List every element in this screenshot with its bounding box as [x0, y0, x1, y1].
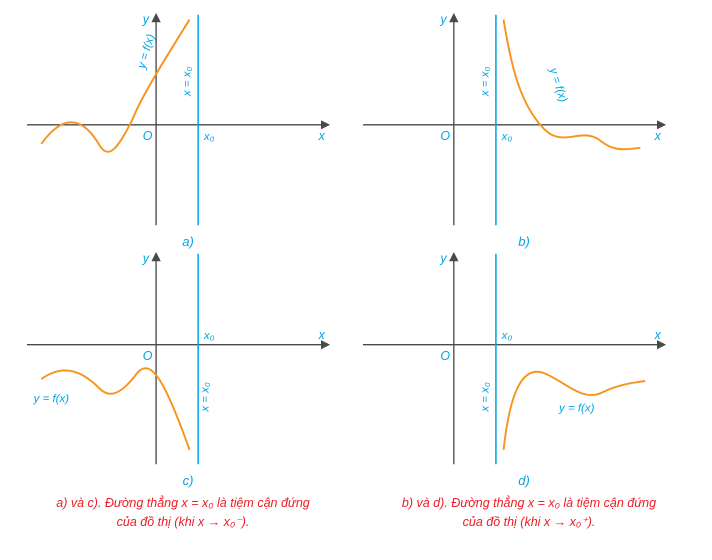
x-axis-label: x [318, 129, 326, 143]
origin-label: O [143, 349, 153, 363]
curve-label: y = f(x) [546, 66, 569, 104]
panel-a: y x O x₀ x = x₀ y = f(x) a) [20, 10, 356, 249]
origin-label: O [143, 129, 153, 143]
asymptote-equation: x = x₀ [182, 67, 194, 98]
asymptote-tick-label: x₀ [501, 330, 513, 342]
chart-a: y x O x₀ x = x₀ y = f(x) [20, 10, 340, 230]
caption-right-line1: b) và d). Đường thẳng x = x₀ là tiệm cận… [363, 494, 695, 513]
y-axis-label: y [142, 251, 150, 265]
panel-d: y x O x₀ x = x₀ y = f(x) d) [356, 249, 692, 488]
caption-left-line2: của đồ thị (khi x → x₀⁻). [17, 513, 349, 532]
asymptote-equation: x = x₀ [200, 382, 212, 413]
captions-row: a) và c). Đường thẳng x = x₀ là tiệm cận… [0, 488, 712, 532]
x-axis-label: x [654, 129, 662, 143]
curve [41, 368, 189, 450]
x-axis-label: x [318, 328, 326, 342]
asymptote-tick-label: x₀ [501, 131, 513, 143]
panels-grid: y x O x₀ x = x₀ y = f(x) a) [0, 0, 712, 488]
chart-c: y x O x₀ x = x₀ y = f(x) [20, 249, 340, 469]
chart-b: y x O x₀ x = x₀ y = f(x) [356, 10, 676, 230]
asymptote-equation: x = x₀ [479, 67, 491, 98]
curve [504, 20, 641, 150]
curve-label: y = f(x) [33, 393, 70, 405]
asymptote-tick-label: x₀ [203, 330, 215, 342]
x-axis-label: x [654, 328, 662, 342]
origin-label: O [440, 349, 450, 363]
origin-label: O [440, 129, 450, 143]
panel-b: y x O x₀ x = x₀ y = f(x) b) [356, 10, 692, 249]
asymptote-equation: x = x₀ [479, 382, 491, 413]
caption-right: b) và d). Đường thẳng x = x₀ là tiệm cận… [363, 494, 695, 532]
y-axis-label: y [142, 12, 150, 26]
y-axis-label: y [439, 251, 447, 265]
curve [41, 20, 189, 152]
y-axis-label: y [439, 12, 447, 26]
panel-c: y x O x₀ x = x₀ y = f(x) c) [20, 249, 356, 488]
caption-left: a) và c). Đường thẳng x = x₀ là tiệm cận… [17, 494, 349, 532]
caption-left-line1: a) và c). Đường thẳng x = x₀ là tiệm cận… [17, 494, 349, 513]
caption-right-line2: của đồ thị (khi x → x₀⁺). [363, 513, 695, 532]
curve-label: y = f(x) [558, 403, 595, 415]
chart-d: y x O x₀ x = x₀ y = f(x) [356, 249, 676, 469]
curve-label: y = f(x) [136, 33, 158, 71]
asymptote-tick-label: x₀ [203, 131, 215, 143]
